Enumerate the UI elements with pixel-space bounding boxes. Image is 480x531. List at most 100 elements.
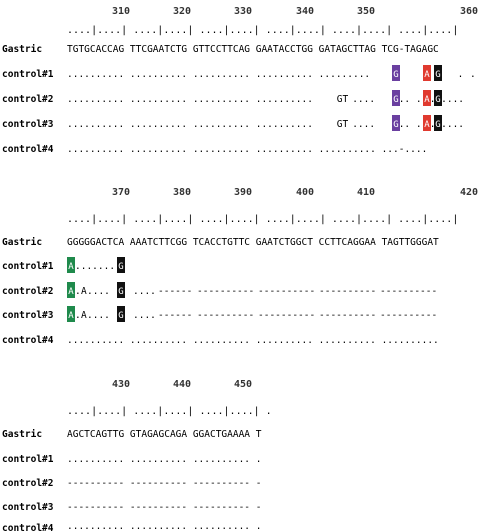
row-label-control4: control#4 xyxy=(2,523,54,531)
highlight-black-letter: G xyxy=(118,311,123,321)
sequence-row: .......... .......... .......... . xyxy=(67,454,261,465)
sequence-row: .......... .......... .......... . xyxy=(67,521,261,531)
sequence-row: . xyxy=(470,69,476,80)
sequence-row: . xyxy=(75,310,81,321)
position-number: 380 xyxy=(173,187,191,198)
sequence-gastric: AGCTCAGTTG GTAGAGCAGA GGACTGAAAA T xyxy=(67,429,262,440)
mismatch-base: GT xyxy=(337,119,349,130)
row-label-control1: control#1 xyxy=(2,69,54,80)
highlight-purple-letter: G xyxy=(393,120,398,130)
highlight-green-letter: A xyxy=(68,311,74,321)
highlight-red xyxy=(423,65,431,81)
dash-run: ------ xyxy=(158,286,192,297)
position-number: 420 xyxy=(460,187,478,198)
position-number: 410 xyxy=(357,187,375,198)
ruler: ....|....| ....|....| ....|....| ....|..… xyxy=(67,25,458,36)
row-label-control3: control#3 xyxy=(2,502,54,513)
sequence-gastric: TGTGCACCAG TTCGAATCTG GTTCCTTCAG GAATACC… xyxy=(67,44,439,55)
highlight-black-letter: G xyxy=(435,120,440,130)
row-label-control4: control#4 xyxy=(2,335,54,346)
sequence-row: .... xyxy=(352,94,375,105)
highlight-purple xyxy=(392,115,400,131)
dash-run: ---------- xyxy=(197,286,254,297)
alignment-marks: 310 320 330 340 350 360 370 380 390 400 410 420 430 4… xyxy=(67,6,478,531)
position-number: 360 xyxy=(460,6,478,17)
position-number: 440 xyxy=(173,379,191,390)
dash-run: ---------- xyxy=(319,310,376,321)
row-label-control1: control#1 xyxy=(2,261,54,272)
highlight-black xyxy=(434,90,442,106)
sequence-row: . .... xyxy=(430,119,464,130)
sequence-row: .......... .......... .......... .......… xyxy=(67,69,370,80)
dash-run: ------ xyxy=(158,310,192,321)
highlight-red-letter: A xyxy=(424,120,430,130)
sequence-row: .... xyxy=(133,286,156,297)
position-number: 350 xyxy=(357,6,375,17)
sequence-row: .... xyxy=(133,310,156,321)
sequence-gastric: GGGGGACTCA AAATCTTCGG TCACCTGTTC GAATCTG… xyxy=(67,237,439,248)
position-number: 400 xyxy=(296,187,314,198)
dash-run: ---------- xyxy=(319,286,376,297)
sequence-row: .. .. xyxy=(399,119,428,130)
row-label-control2: control#2 xyxy=(2,478,53,489)
sequence-row: . xyxy=(75,286,81,297)
highlight-black xyxy=(117,282,125,298)
sequence-row: .......... .......... .......... .......… xyxy=(67,119,313,130)
dash-run: ---------- ---------- ---------- - xyxy=(67,478,261,489)
highlight-green xyxy=(67,257,75,273)
mismatch-base: GT xyxy=(337,94,349,105)
highlight-purple xyxy=(392,65,400,81)
sequence-row: .......... .......... .......... .......… xyxy=(67,144,427,155)
highlight-red-letter: A xyxy=(424,70,430,80)
alignment-block-2: Gastric GGGGGACTCA AAATCTTCGG TCACCTGTTC… xyxy=(2,214,458,346)
position-number: 450 xyxy=(234,379,252,390)
dash-run: ---------- xyxy=(258,310,315,321)
dash-run: ---------- xyxy=(380,286,437,297)
dash-run: ---------- xyxy=(197,310,254,321)
highlight-purple-letter: G xyxy=(393,95,398,105)
highlight-red xyxy=(423,115,431,131)
position-number: 340 xyxy=(296,6,314,17)
ruler: ....|....| ....|....| ....|....| . xyxy=(67,406,272,417)
highlight-purple-letter: G xyxy=(393,70,398,80)
highlight-black xyxy=(434,65,442,81)
row-label-control2: control#2 xyxy=(2,94,53,105)
dash-run: ---------- xyxy=(258,286,315,297)
dash-run: ---------- ---------- ---------- - xyxy=(67,502,261,513)
highlight-black xyxy=(117,257,125,273)
highlight-red xyxy=(423,90,431,106)
sequence-row: .... xyxy=(87,286,110,297)
row-label-gastric: Gastric xyxy=(2,44,42,55)
highlight-black-letter: G xyxy=(435,70,440,80)
row-label-control1: control#1 xyxy=(2,454,54,465)
row-label-gastric: Gastric xyxy=(2,237,42,248)
position-number: 430 xyxy=(112,379,130,390)
mismatch-base: A xyxy=(81,310,87,321)
mismatch-base: A xyxy=(81,286,87,297)
row-label-gastric: Gastric xyxy=(2,429,42,440)
row-label-control3: control#3 xyxy=(2,310,54,321)
ruler: ....|....| ....|....| ....|....| ....|..… xyxy=(67,214,458,225)
row-label-control4: control#4 xyxy=(2,144,54,155)
row-label-control3: control#3 xyxy=(2,119,54,130)
highlight-black-letter: G xyxy=(435,95,440,105)
highlight-black xyxy=(117,306,125,322)
highlight-green-letter: A xyxy=(68,287,74,297)
position-number: 370 xyxy=(112,187,130,198)
sequence-row: . .... xyxy=(430,94,464,105)
sequence-row: .... xyxy=(352,119,375,130)
position-number: 310 xyxy=(112,6,130,17)
alignment-block-1: ....|....| ....|....| ....|....| ....|..… xyxy=(2,25,458,155)
sequence-row: .. .. xyxy=(399,94,428,105)
highlight-black xyxy=(434,115,442,131)
alignment-block-3: ....|....| ....|....| ....|....| . Gastr… xyxy=(2,406,272,531)
highlight-red-letter: A xyxy=(424,95,430,105)
highlight-purple xyxy=(392,90,400,106)
sequence-row: .......... .......... .......... .......… xyxy=(67,94,313,105)
sequence-row: .... xyxy=(87,310,110,321)
highlight-green-letter: A xyxy=(68,262,74,272)
position-number: 330 xyxy=(234,6,252,17)
sequence-row: ........ xyxy=(75,261,121,272)
